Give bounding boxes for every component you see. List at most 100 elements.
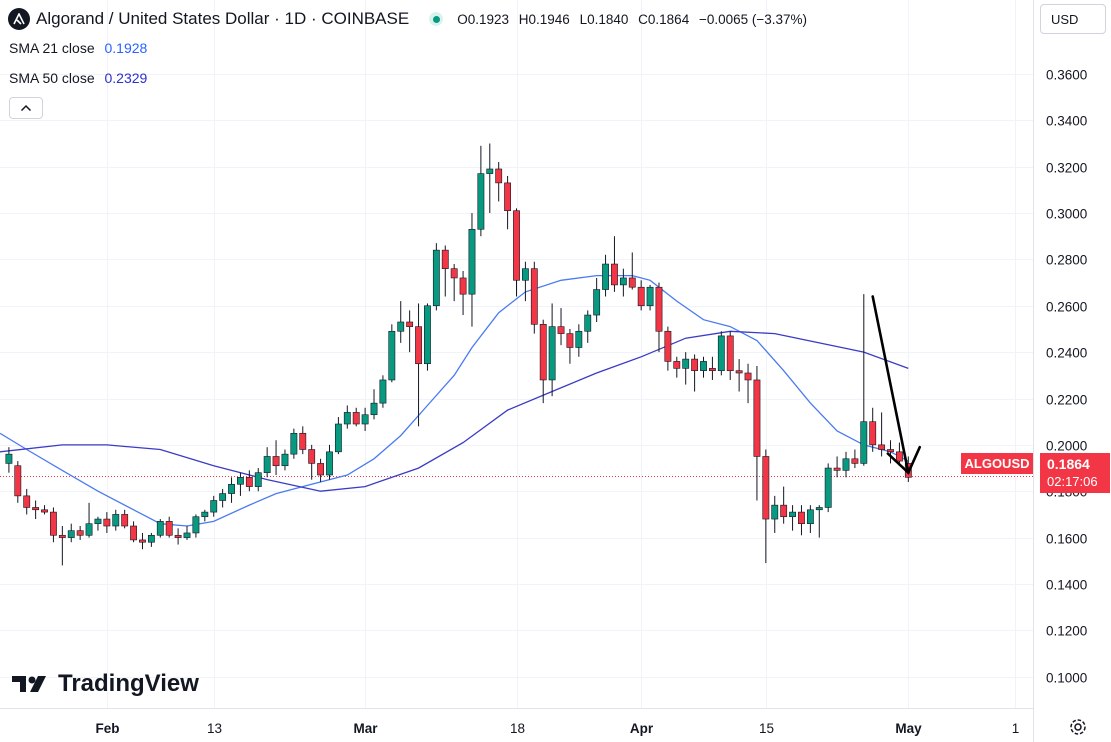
candle-up — [85, 523, 93, 536]
last-price-value: 0.1864 — [1047, 456, 1090, 472]
candle-up — [860, 421, 868, 464]
candle-down — [130, 525, 137, 541]
candle-down — [664, 330, 672, 362]
candle-down — [655, 286, 663, 332]
candle-down — [174, 534, 182, 538]
candle-up — [824, 467, 832, 508]
candle-up — [717, 335, 725, 371]
candle-up — [593, 289, 601, 316]
price-axis: 0.10000.12000.14000.16000.18000.20000.22… — [1033, 0, 1087, 742]
close-value: C0.1864 — [638, 11, 690, 27]
candle-up — [771, 504, 779, 520]
candle-up — [147, 534, 155, 543]
candle-up — [343, 412, 351, 425]
candle-up — [281, 453, 289, 467]
candle-down — [744, 372, 752, 381]
candle-up — [334, 423, 342, 453]
candle-down — [441, 249, 449, 269]
symbol-title[interactable]: Algorand / United States Dollar · 1D · C… — [36, 9, 410, 28]
candle-down — [726, 335, 734, 371]
candle-up — [219, 493, 227, 501]
candle-down — [673, 361, 681, 369]
candle-down — [299, 432, 307, 450]
candle-down — [415, 326, 422, 365]
time-tick-label: 13 — [207, 721, 222, 736]
candle-down — [32, 507, 40, 511]
candle-up — [602, 263, 609, 290]
candlestick-series — [5, 143, 912, 566]
sma21-label: SMA 21 close — [9, 40, 95, 56]
candle-up — [112, 514, 120, 527]
candle-down — [317, 463, 325, 476]
candle-up — [361, 414, 369, 425]
candle-up — [468, 228, 476, 295]
candle-up — [263, 456, 271, 473]
candle-down — [611, 263, 618, 286]
candle-up — [521, 268, 529, 281]
price-tick-label: 0.2000 — [1046, 439, 1087, 454]
candle-down — [708, 368, 716, 371]
candle-up — [210, 500, 218, 513]
candle-down — [245, 477, 253, 487]
candle-up — [183, 532, 191, 538]
price-tick-label: 0.1600 — [1046, 532, 1087, 547]
sma50-legend[interactable]: SMA 50 close 0.2329 — [9, 70, 147, 86]
candle-up — [619, 277, 627, 286]
sma50-label: SMA 50 close — [9, 70, 95, 86]
candle-up — [254, 472, 262, 487]
candle-up — [424, 305, 431, 365]
collapse-legend-button[interactable] — [9, 97, 43, 119]
time-tick-label: Apr — [630, 721, 654, 736]
sma21-legend[interactable]: SMA 21 close 0.1928 — [9, 40, 147, 56]
high-value: H0.1946 — [518, 11, 570, 27]
market-status-icon[interactable] — [429, 12, 444, 26]
price-tick-label: 0.3000 — [1046, 207, 1087, 222]
price-tick-label: 0.3200 — [1046, 161, 1087, 176]
time-axis: Feb 13 Mar 18 Apr 15 May 1 — [0, 708, 1033, 736]
candle-down — [896, 451, 903, 462]
candle-down — [637, 286, 645, 307]
currency-selector[interactable]: USD — [1040, 4, 1106, 34]
candle-down — [887, 449, 894, 453]
candle-down — [76, 530, 84, 536]
low-value: L0.1840 — [579, 11, 629, 27]
candle-down — [513, 210, 520, 281]
candle-down — [308, 449, 316, 464]
time-tick-label: Feb — [95, 721, 119, 736]
candle-down — [539, 324, 547, 381]
time-tick-label: Mar — [353, 721, 378, 736]
price-tick-label: 0.3400 — [1046, 114, 1087, 129]
candle-up — [682, 358, 690, 369]
candle-down — [50, 511, 57, 536]
chart-header: Algorand / United States Dollar · 1D · C… — [8, 6, 807, 32]
trend-arrow-line — [871, 295, 910, 474]
chart-annotations — [871, 295, 922, 475]
candle-down — [121, 514, 129, 527]
algorand-logo-icon[interactable] — [8, 8, 30, 30]
chart-grid — [0, 0, 1033, 708]
candle-up — [700, 361, 707, 371]
candle-up — [397, 321, 405, 332]
candle-down — [352, 412, 360, 425]
candle-up — [842, 458, 850, 471]
candle-down — [504, 182, 512, 212]
candle-down — [780, 504, 788, 518]
sma50-line — [0, 330, 909, 492]
settings-icon[interactable] — [1068, 717, 1088, 737]
candle-up — [370, 402, 378, 416]
trend-arrow-head — [886, 445, 922, 475]
candle-down — [530, 268, 538, 325]
chevron-up-icon — [20, 104, 32, 112]
open-value: O0.1923 — [457, 11, 509, 27]
candle-down — [103, 518, 111, 527]
candle-down — [58, 534, 66, 538]
candle-up — [192, 516, 200, 534]
candle-down — [406, 321, 414, 327]
last-price-box: 0.1864 02:17:06 — [1040, 453, 1110, 493]
time-tick-label: May — [895, 721, 922, 736]
tradingview-brand[interactable]: TradingView — [12, 670, 199, 698]
candle-up — [575, 330, 583, 348]
candle-down — [628, 277, 636, 288]
candle-down — [14, 465, 22, 497]
